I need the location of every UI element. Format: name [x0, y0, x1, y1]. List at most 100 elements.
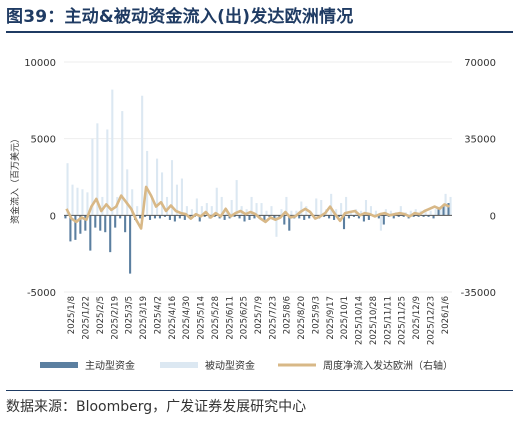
- x-tick-label: 2025/6/11: [225, 296, 235, 340]
- passive-bar: [429, 210, 432, 216]
- passive-bar: [91, 138, 94, 216]
- passive-bar: [389, 210, 392, 216]
- legend: 主动型资金 被动型资金 周度净流入发达欧洲（右轴）: [40, 359, 453, 372]
- x-tick-label: 2025/3/5: [125, 296, 135, 334]
- active-bar: [163, 215, 166, 217]
- passive-bar: [340, 203, 343, 216]
- active-bar: [178, 215, 181, 219]
- active-bar: [333, 215, 336, 220]
- passive-bar: [235, 180, 238, 216]
- active-bar: [143, 215, 147, 217]
- active-bar: [173, 215, 176, 222]
- x-tick-label: 2025/1/22: [82, 296, 92, 340]
- passive-bar: [275, 215, 278, 237]
- title-rule: [6, 31, 513, 33]
- right-tick-label: -35000: [461, 288, 496, 299]
- passive-bar: [220, 196, 223, 216]
- passive-bar: [245, 209, 248, 216]
- passive-bar: [335, 209, 338, 216]
- active-bar: [158, 215, 161, 219]
- passive-bar: [136, 206, 139, 216]
- active-bar: [99, 215, 102, 231]
- x-tick-label: 2025/9/17: [326, 296, 336, 340]
- passive-bar: [230, 200, 233, 216]
- legend-label-active: 主动型资金: [85, 359, 135, 372]
- right-tick-label: 0: [490, 211, 496, 222]
- active-bar: [402, 215, 405, 217]
- passive-bar: [359, 210, 363, 216]
- active-bar: [263, 215, 266, 222]
- active-bar: [268, 215, 271, 217]
- passive-bar: [146, 150, 149, 216]
- passive-bar: [175, 184, 179, 216]
- x-tick-label: 2025/5/14: [197, 296, 207, 340]
- active-bar: [114, 215, 117, 228]
- active-bar: [323, 215, 326, 217]
- x-tick-label: 2025/10/1: [340, 296, 350, 340]
- passive-bar: [86, 192, 89, 216]
- x-tick-label: 2025/12/9: [412, 296, 422, 340]
- passive-bar: [280, 209, 283, 216]
- passive-bar: [260, 203, 263, 216]
- passive-bar: [409, 210, 412, 216]
- passive-bar: [195, 198, 198, 216]
- passive-bar: [374, 210, 377, 216]
- passive-bar: [449, 196, 452, 216]
- active-bar: [422, 215, 425, 217]
- active-bar: [84, 215, 87, 231]
- active-bar: [362, 215, 365, 222]
- passive-bar: [121, 111, 124, 216]
- fund-flow-chart: 10000 5000 0 -5000 70000 35000 0 -35000 2025/1…: [9, 58, 496, 372]
- passive-bar: [315, 198, 318, 216]
- active-bar: [109, 215, 112, 253]
- left-axis-title: 资金流入（百万美元）: [9, 134, 21, 224]
- passive-bar: [439, 206, 442, 216]
- active-bar: [139, 215, 142, 219]
- source-rule: [6, 390, 513, 391]
- active-bar: [183, 215, 186, 220]
- active-bar: [148, 215, 152, 220]
- left-tick-label: 0: [50, 211, 56, 222]
- x-tick-label: 2025/10/14: [355, 296, 365, 345]
- active-bar: [129, 215, 132, 274]
- passive-bar: [320, 200, 323, 216]
- net-flow-series-line: [65, 185, 451, 230]
- passive-bar: [369, 206, 373, 216]
- passive-bar: [156, 158, 159, 216]
- passive-bar: [71, 184, 74, 216]
- active-bar: [233, 215, 236, 217]
- x-tick-label: 2025/4/2: [153, 296, 163, 334]
- x-tick-label: 2025/11/11: [383, 296, 393, 345]
- active-bar: [298, 215, 301, 219]
- active-bar: [397, 215, 400, 217]
- passive-bar: [364, 200, 368, 216]
- passive-bar: [330, 193, 333, 216]
- passive-bar: [270, 206, 273, 216]
- active-bar: [447, 203, 450, 216]
- active-bar: [427, 215, 430, 217]
- x-tick-label: 2025/4/30: [182, 296, 192, 340]
- passive-bar: [81, 189, 84, 216]
- active-bar: [288, 215, 291, 231]
- passive-bar: [76, 187, 79, 216]
- passive-bar: [379, 215, 382, 231]
- passive-bar: [350, 212, 353, 216]
- active-bar: [243, 215, 246, 222]
- passive-bar: [66, 163, 69, 216]
- x-tick-label: 2025/8/20: [297, 296, 307, 340]
- passive-bar: [165, 196, 169, 216]
- active-bar: [248, 215, 251, 220]
- x-tick-label: 2025/12/23: [426, 296, 436, 345]
- active-bar: [273, 215, 276, 219]
- active-bar: [124, 215, 127, 233]
- passive-bar: [141, 95, 144, 216]
- passive-bar: [215, 187, 218, 216]
- passive-bar: [210, 206, 213, 216]
- passive-bar: [190, 209, 193, 216]
- x-tick-label: 2025/5/28: [211, 296, 221, 340]
- active-bar: [352, 215, 355, 217]
- active-bar: [337, 215, 341, 217]
- passive-bar: [101, 196, 104, 216]
- active-bar: [377, 215, 380, 219]
- x-tick-label: 2025/10/28: [369, 296, 379, 345]
